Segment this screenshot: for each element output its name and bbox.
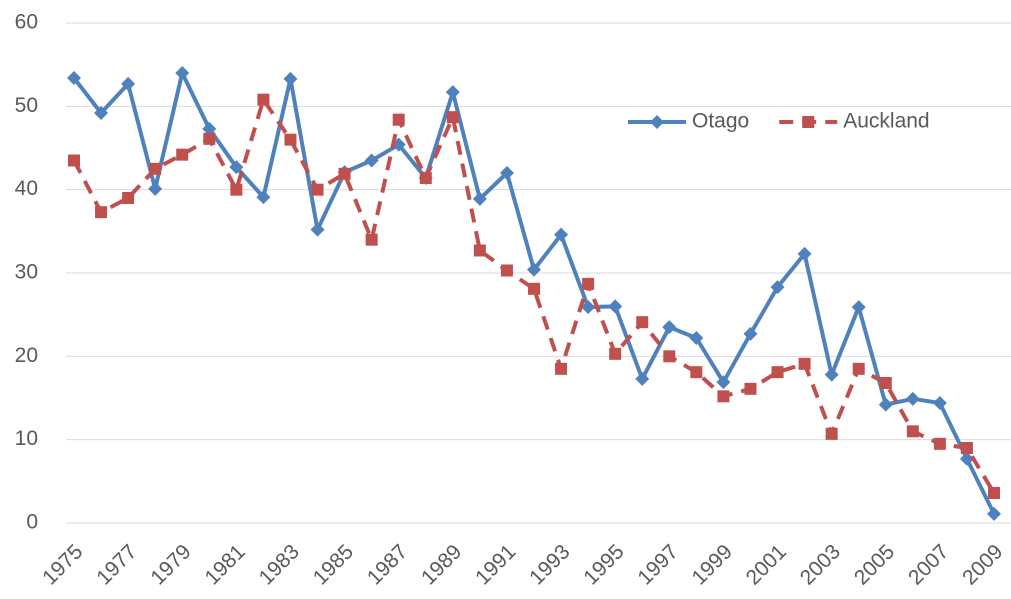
- marker: [122, 192, 135, 204]
- x-tick-label: 1993: [525, 540, 574, 589]
- x-tick-label: 2005: [850, 540, 899, 589]
- x-tick-label: 1983: [255, 540, 304, 589]
- marker: [824, 367, 839, 382]
- marker: [68, 154, 80, 167]
- marker: [175, 66, 190, 80]
- x-tick-label: 2001: [742, 540, 791, 589]
- marker: [203, 132, 216, 145]
- marker: [797, 246, 812, 261]
- marker: [717, 390, 730, 403]
- x-tick-label: 1987: [363, 540, 412, 589]
- x-tick-label: 1989: [417, 540, 466, 589]
- marker: [202, 121, 217, 136]
- marker: [825, 427, 838, 440]
- marker: [95, 206, 108, 219]
- marker: [500, 264, 513, 277]
- marker: [554, 227, 569, 242]
- marker: [959, 451, 974, 466]
- marker: [690, 366, 703, 379]
- marker: [311, 183, 324, 196]
- x-tick-label: 2009: [958, 540, 1007, 589]
- marker: [933, 437, 946, 450]
- marker: [148, 181, 163, 196]
- marker: [878, 397, 893, 412]
- marker: [229, 160, 244, 175]
- marker: [608, 299, 623, 314]
- y-tick-label: 40: [15, 177, 38, 200]
- marker: [582, 277, 595, 290]
- marker: [905, 391, 920, 406]
- marker: [987, 506, 1001, 521]
- x-tick-label: 1977: [92, 540, 141, 589]
- marker: [256, 190, 271, 205]
- marker: [445, 85, 460, 100]
- marker: [581, 300, 596, 315]
- x-tick-label: 1995: [579, 540, 628, 589]
- marker: [716, 375, 731, 390]
- x-tick-label: 1981: [201, 540, 250, 589]
- marker: [879, 377, 892, 389]
- marker: [689, 331, 704, 345]
- marker: [419, 172, 432, 184]
- marker: [851, 300, 866, 315]
- marker: [555, 362, 568, 375]
- legend-label: Auckland: [843, 110, 929, 133]
- marker: [338, 167, 351, 180]
- x-tick-label: 1991: [471, 540, 520, 589]
- marker: [176, 148, 189, 161]
- marker: [932, 396, 947, 410]
- x-tick-label: 1985: [309, 540, 358, 589]
- marker: [662, 320, 677, 335]
- marker: [257, 93, 270, 106]
- y-tick-label: 0: [26, 511, 38, 534]
- marker: [365, 233, 378, 246]
- marker: [798, 357, 811, 370]
- marker: [528, 282, 540, 295]
- marker: [67, 71, 81, 85]
- y-tick-label: 60: [15, 11, 38, 34]
- marker: [283, 71, 298, 86]
- marker: [527, 262, 541, 277]
- marker: [472, 191, 487, 206]
- x-tick-label: 2003: [796, 540, 845, 589]
- marker: [663, 350, 676, 363]
- legend-marker: [650, 115, 664, 129]
- series-line: [72, 97, 996, 495]
- marker: [771, 366, 784, 379]
- y-tick-label: 20: [15, 344, 38, 367]
- x-tick-label: 2007: [904, 540, 953, 589]
- marker: [121, 76, 136, 91]
- marker: [94, 106, 109, 120]
- marker: [364, 153, 379, 168]
- marker: [310, 222, 325, 237]
- marker: [446, 111, 459, 124]
- marker: [609, 347, 622, 360]
- legend-label: Otago: [692, 110, 749, 133]
- marker: [499, 166, 514, 180]
- marker: [635, 371, 650, 386]
- x-tick-label: 1997: [633, 540, 682, 589]
- marker: [744, 382, 757, 395]
- marker: [636, 316, 649, 329]
- x-tick-label: 1979: [146, 540, 195, 589]
- marker: [149, 162, 162, 175]
- marker: [770, 280, 785, 295]
- marker: [743, 326, 758, 341]
- x-tick-label: 1975: [38, 540, 87, 589]
- marker: [960, 442, 973, 454]
- marker: [473, 244, 486, 257]
- legend-marker: [802, 116, 815, 128]
- marker: [988, 487, 1000, 499]
- x-tick-label: 1999: [688, 540, 737, 589]
- marker: [906, 425, 919, 438]
- y-tick-label: 30: [15, 261, 38, 284]
- marker: [852, 362, 865, 375]
- marker: [230, 183, 243, 196]
- y-tick-label: 10: [15, 427, 38, 450]
- marker: [392, 113, 405, 126]
- y-tick-label: 50: [15, 94, 38, 117]
- marker: [284, 133, 297, 146]
